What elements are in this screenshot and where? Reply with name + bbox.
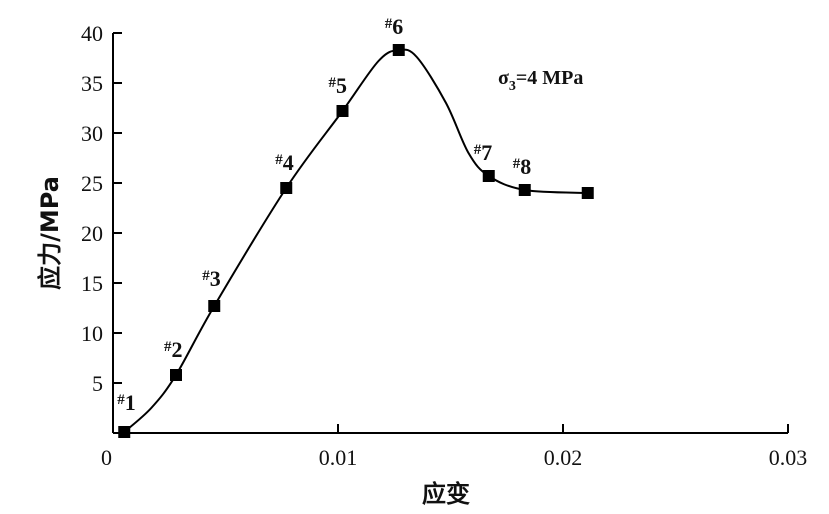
x-tick-label: 0	[101, 445, 112, 470]
data-point-label: #7	[474, 140, 493, 165]
data-point-label: #1	[117, 390, 136, 415]
data-point-marker	[518, 184, 531, 196]
y-tick-label: 15	[81, 271, 103, 296]
data-point-label: #4	[275, 150, 294, 175]
points-layer	[118, 44, 594, 438]
x-axis-title: 应变	[422, 480, 470, 508]
data-point-label: #5	[329, 73, 348, 98]
y-tick-label: 10	[81, 321, 103, 346]
data-point-label: #6	[385, 14, 404, 39]
data-point-label: #8	[513, 154, 532, 179]
axes	[112, 33, 788, 434]
x-tick-label: 0.01	[319, 445, 358, 470]
data-point-marker	[170, 369, 182, 381]
data-point-label: #2	[164, 337, 183, 362]
curve-layer	[123, 48, 588, 433]
y-tick-label: 5	[92, 371, 103, 396]
x-tick-label: 0.03	[769, 445, 808, 470]
ticks: 0 0.01 0.02 0.03 5 10 15 20 25 30 35 40	[81, 21, 807, 470]
y-tick-label: 25	[81, 171, 103, 196]
data-point-marker	[280, 182, 293, 194]
data-point-marker	[208, 300, 221, 312]
data-point-marker	[336, 105, 349, 117]
data-point-marker	[118, 426, 131, 438]
y-axis-title: 应力/MPa	[36, 176, 64, 290]
stress-strain-curve	[123, 48, 588, 433]
annotation-prefix: σ	[498, 67, 509, 89]
y-tick-label: 35	[81, 71, 103, 96]
data-point-marker	[482, 170, 495, 182]
annotation-suffix: =4 MPa	[516, 67, 584, 89]
labels-layer: #1 #2 #3 #4 #5 #6 #7 #8	[117, 14, 531, 415]
data-point-label: #3	[202, 266, 221, 291]
data-point-marker	[581, 187, 594, 199]
sigma-annotation: σ3=4 MPa	[498, 67, 583, 94]
y-tick-label: 30	[81, 121, 103, 146]
data-point-marker	[392, 44, 405, 56]
y-tick-label: 40	[81, 21, 103, 46]
annotation-subscript: 3	[509, 79, 516, 94]
y-tick-label: 20	[81, 221, 103, 246]
x-tick-label: 0.02	[544, 445, 583, 470]
